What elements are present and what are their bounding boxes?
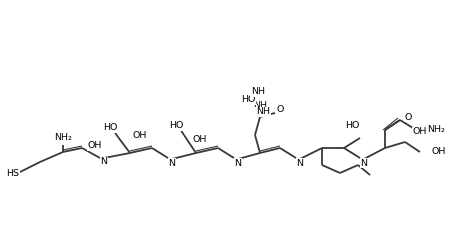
- Text: O: O: [404, 113, 412, 122]
- Text: NH₂: NH₂: [427, 126, 445, 135]
- Text: NH: NH: [253, 101, 267, 110]
- Text: NH: NH: [256, 108, 270, 117]
- Text: OH: OH: [88, 142, 102, 151]
- Text: HO: HO: [103, 123, 117, 132]
- Text: OH: OH: [432, 148, 446, 156]
- Text: O: O: [276, 105, 284, 114]
- Text: N: N: [297, 159, 303, 168]
- Text: N: N: [234, 159, 241, 168]
- Text: N: N: [169, 159, 175, 168]
- Text: NH₂: NH₂: [54, 134, 72, 143]
- Text: OH: OH: [193, 135, 207, 144]
- Text: OH: OH: [133, 131, 147, 140]
- Text: HO: HO: [241, 96, 255, 105]
- Text: NH: NH: [251, 88, 265, 97]
- Text: HS: HS: [6, 169, 19, 178]
- Text: OH: OH: [413, 127, 427, 136]
- Text: N: N: [361, 159, 367, 168]
- Text: HO: HO: [345, 121, 359, 130]
- Text: HO: HO: [169, 122, 183, 131]
- Text: N: N: [101, 157, 107, 167]
